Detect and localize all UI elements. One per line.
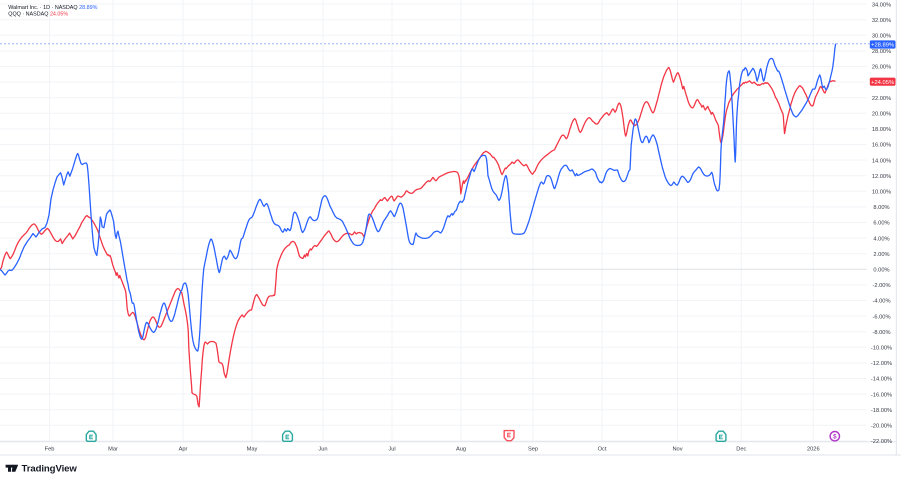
svg-text:20.00%: 20.00% bbox=[872, 112, 891, 118]
svg-text:-2.00%: -2.00% bbox=[872, 283, 890, 289]
svg-text:14.00%: 14.00% bbox=[872, 158, 891, 164]
svg-text:18.00%: 18.00% bbox=[872, 127, 891, 133]
svg-text:16.00%: 16.00% bbox=[872, 143, 891, 149]
svg-text:2.00%: 2.00% bbox=[873, 252, 889, 258]
svg-text:QQQ · NASDAQ 24.05%: QQQ · NASDAQ 24.05% bbox=[8, 11, 68, 17]
svg-text:Aug: Aug bbox=[456, 446, 466, 452]
svg-text:2026: 2026 bbox=[807, 446, 820, 452]
svg-text:TradingView: TradingView bbox=[22, 464, 78, 475]
svg-text:+28.89%: +28.89% bbox=[871, 43, 894, 49]
svg-text:-16.00%: -16.00% bbox=[871, 392, 892, 398]
svg-text:Oct: Oct bbox=[598, 446, 607, 452]
svg-text:Dec: Dec bbox=[736, 446, 746, 452]
svg-text:6.00%: 6.00% bbox=[873, 221, 889, 227]
svg-text:-4.00%: -4.00% bbox=[872, 299, 890, 305]
svg-text:Walmart Inc. · 1D · NASDAQ 28.: Walmart Inc. · 1D · NASDAQ 28.89% bbox=[8, 5, 97, 11]
svg-text:22.00%: 22.00% bbox=[872, 96, 891, 102]
svg-text:-14.00%: -14.00% bbox=[871, 377, 892, 383]
svg-text:Jul: Jul bbox=[388, 446, 395, 452]
svg-text:8.00%: 8.00% bbox=[873, 205, 889, 211]
svg-text:$: $ bbox=[833, 434, 837, 441]
svg-text:-18.00%: -18.00% bbox=[871, 408, 892, 414]
svg-text:26.00%: 26.00% bbox=[872, 65, 891, 71]
svg-text:-22.00%: -22.00% bbox=[871, 439, 892, 445]
svg-text:May: May bbox=[247, 446, 258, 452]
svg-text:0.00%: 0.00% bbox=[873, 268, 889, 274]
svg-text:32.00%: 32.00% bbox=[872, 18, 891, 24]
svg-text:30.00%: 30.00% bbox=[872, 34, 891, 40]
svg-text:28.00%: 28.00% bbox=[872, 49, 891, 55]
svg-text:10.00%: 10.00% bbox=[872, 190, 891, 196]
svg-text:-8.00%: -8.00% bbox=[872, 330, 890, 336]
svg-text:-12.00%: -12.00% bbox=[871, 361, 892, 367]
svg-text:-10.00%: -10.00% bbox=[871, 346, 892, 352]
svg-text:Feb: Feb bbox=[45, 446, 55, 452]
svg-text:Mar: Mar bbox=[108, 446, 118, 452]
svg-text:-20.00%: -20.00% bbox=[871, 424, 892, 430]
svg-text:+24.05%: +24.05% bbox=[871, 80, 894, 86]
svg-text:Apr: Apr bbox=[179, 446, 188, 452]
svg-text:Nov: Nov bbox=[672, 446, 682, 452]
svg-text:12.00%: 12.00% bbox=[872, 174, 891, 180]
svg-text:-6.00%: -6.00% bbox=[872, 314, 890, 320]
svg-text:4.00%: 4.00% bbox=[873, 236, 889, 242]
svg-text:Sep: Sep bbox=[528, 446, 538, 452]
svg-text:Jun: Jun bbox=[318, 446, 327, 452]
svg-text:34.00%: 34.00% bbox=[872, 2, 891, 8]
